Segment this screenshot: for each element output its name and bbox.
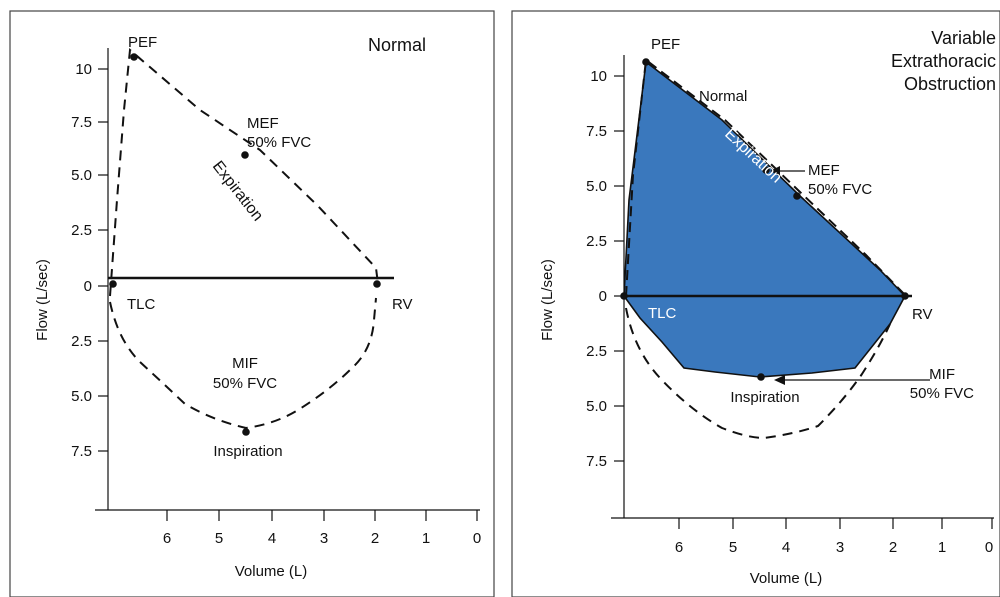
x-tick-label: 3: [836, 539, 844, 556]
y-tick-label: 2.5: [586, 233, 607, 250]
panel-title-line3: Obstruction: [904, 74, 996, 94]
y-tick-label: 7.5: [586, 123, 607, 140]
x-tick-label: 5: [215, 530, 223, 547]
rv-point: [901, 292, 909, 300]
mef-label-line2: 50% FVC: [808, 181, 872, 198]
mef-point: [241, 151, 249, 159]
panel-frame: [9, 10, 495, 597]
mif-arrowhead: [774, 375, 785, 385]
y-tick-label: 10: [75, 61, 92, 78]
mif-point: [757, 373, 765, 381]
x-tick-label: 6: [163, 530, 171, 547]
rv-label: RV: [912, 306, 933, 323]
y-tick-label: 2.5: [71, 333, 92, 350]
y-ticks: 10 7.5 5.0 2.5 0 2.5 5.0 7.5: [71, 61, 108, 460]
tlc-point: [620, 292, 628, 300]
pef-point: [130, 53, 138, 61]
pef-label: PEF: [128, 34, 157, 51]
inspiration-label: Inspiration: [730, 389, 799, 406]
y-axis-label: Flow (L/sec): [539, 259, 556, 341]
y-tick-label: 7.5: [586, 453, 607, 470]
x-tick-label: 4: [782, 539, 790, 556]
y-tick-label: 2.5: [71, 222, 92, 239]
x-tick-label: 2: [371, 530, 379, 547]
x-tick-label: 3: [320, 530, 328, 547]
mif-label-line2: 50% FVC: [213, 375, 277, 392]
y-ticks: 10 7.5 5.0 2.5 0 2.5 5.0 7.5: [586, 68, 624, 470]
panel-title-line1: Variable: [931, 28, 996, 48]
panel-title: Normal: [368, 35, 426, 55]
mif-label-line2: 50% FVC: [910, 385, 974, 402]
expiration-label: Expiration: [209, 158, 266, 225]
x-tick-label: 0: [985, 539, 993, 556]
normal-expiration-curve: [625, 58, 907, 297]
mef-label-line2: 50% FVC: [247, 134, 311, 151]
inspiration-curve: [109, 297, 377, 430]
panel-title-line2: Extrathoracic: [891, 51, 996, 71]
expiration-curve: [109, 47, 379, 297]
mef-point-normal: [793, 192, 801, 200]
panel-normal: Normal 10 7.5 5.0 2.5 0 2.5: [9, 10, 495, 597]
y-tick-label: 7.5: [71, 443, 92, 460]
x-tick-label: 2: [889, 539, 897, 556]
y-tick-label: 5.0: [586, 398, 607, 415]
mef-label-line1: MEF: [808, 162, 840, 179]
pef-point: [642, 58, 650, 66]
mef-point: [762, 166, 770, 174]
x-tick-label: 5: [729, 539, 737, 556]
x-tick-label: 0: [473, 530, 481, 547]
y-tick-label: 2.5: [586, 343, 607, 360]
mif-label-line1: MIF: [232, 355, 258, 372]
y-tick-label: 0: [599, 288, 607, 305]
pef-label: PEF: [651, 36, 680, 53]
panel-frame: [511, 10, 1000, 597]
y-tick-label: 5.0: [71, 388, 92, 405]
mef-arrowhead: [770, 166, 780, 176]
x-ticks: 6 5 4 3 2 1 0: [675, 518, 993, 556]
normal-inspiration-curve: [625, 307, 891, 440]
x-tick-label: 1: [938, 539, 946, 556]
rv-label: RV: [392, 296, 413, 313]
tlc-point: [109, 280, 117, 288]
y-tick-label: 10: [590, 68, 607, 85]
x-tick-label: 1: [422, 530, 430, 547]
obstruction-fill: [623, 60, 906, 378]
y-axis-label: Flow (L/sec): [34, 259, 51, 341]
tlc-label: TLC: [648, 305, 677, 322]
y-tick-label: 7.5: [71, 114, 92, 131]
x-tick-label: 6: [675, 539, 683, 556]
rv-point: [373, 280, 381, 288]
mif-label-line1: MIF: [929, 366, 955, 383]
y-tick-label: 5.0: [586, 178, 607, 195]
tlc-label: TLC: [127, 296, 156, 313]
x-ticks: 6 5 4 3 2 1 0: [163, 510, 481, 547]
x-axis-label: Volume (L): [235, 563, 308, 580]
figure-header: [0, 0, 1000, 6]
y-tick-label: 0: [84, 278, 92, 295]
normal-label: Normal: [699, 88, 747, 105]
panel-variable-extrathoracic: Variable Extrathoracic Obstruction: [511, 10, 1000, 597]
x-tick-label: 4: [268, 530, 276, 547]
inspiration-point: [242, 428, 250, 436]
mef-label-line1: MEF: [247, 115, 279, 132]
inspiration-label: Inspiration: [213, 443, 282, 460]
x-axis-label: Volume (L): [750, 570, 823, 587]
y-tick-label: 5.0: [71, 167, 92, 184]
